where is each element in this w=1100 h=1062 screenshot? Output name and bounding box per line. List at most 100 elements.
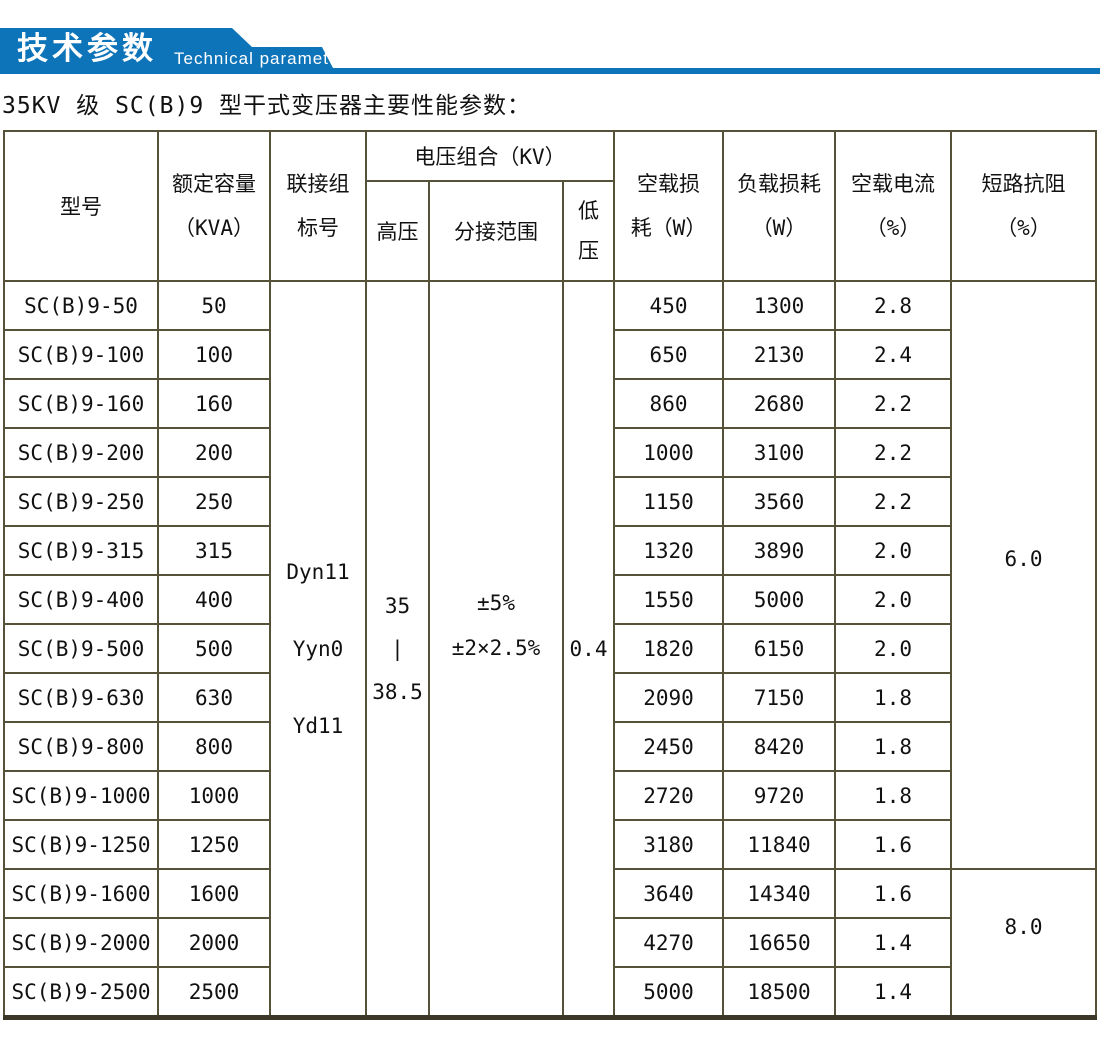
col-header-voltage-combo: 电压组合（KV）	[364, 130, 616, 182]
cell-capacity: 250	[157, 476, 271, 527]
cell-no-load-current: 2.8	[834, 280, 953, 331]
cell-load-loss: 9720	[722, 770, 837, 821]
section-banner: 技术参数 Technical parameter	[0, 28, 1100, 74]
cell-model: SC(B)9-200	[3, 427, 159, 478]
cell-capacity: 2000	[157, 917, 271, 968]
cell-model: SC(B)9-2000	[3, 917, 159, 968]
cell-lv-merged: 0.4	[561, 280, 616, 1019]
table-row: SC(B)9-100 100 650 2130 2.4	[3, 329, 1096, 380]
cell-no-load-current: 2.0	[834, 623, 953, 674]
cell-no-load-current: 1.8	[834, 721, 953, 772]
cell-model: SC(B)9-50	[3, 280, 159, 331]
cell-load-loss: 2680	[722, 378, 837, 429]
table-row: SC(B)9-315 315 1320 3890 2.0	[3, 525, 1096, 576]
cell-capacity: 160	[157, 378, 271, 429]
cell-no-load-current: 1.8	[834, 770, 953, 821]
cell-no-load-loss: 1320	[613, 525, 725, 576]
cell-capacity: 500	[157, 623, 271, 674]
header-row-1: 型号 额定容量 （KVA） 联接组 标号 电压组合（KV） 空载损 耗（W）	[3, 130, 1098, 282]
cell-capacity: 200	[157, 427, 271, 478]
col-header-hv: 高压	[365, 180, 430, 282]
cell-model: SC(B)9-160	[3, 378, 159, 429]
table-row: SC(B)9-160 160 860 2680 2.2	[3, 378, 1096, 429]
cell-model: SC(B)9-630	[3, 672, 159, 723]
cell-no-load-current: 1.8	[834, 672, 953, 723]
header-row-2: 高压 分接范围 低 压	[4, 180, 1096, 282]
col-header-capacity: 额定容量 （KVA）	[157, 130, 271, 282]
cell-no-load-current: 1.4	[834, 917, 953, 968]
table-row: SC(B)9-2000 2000 4270 16650 1.4	[3, 917, 1096, 968]
cell-load-loss: 18500	[722, 966, 837, 1019]
cell-capacity: 1600	[157, 868, 271, 919]
cell-load-loss: 2130	[722, 329, 837, 380]
cell-no-load-current: 2.2	[834, 476, 953, 527]
cell-model: SC(B)9-250	[3, 476, 159, 527]
cell-no-load-loss: 5000	[613, 966, 725, 1019]
table-row: SC(B)9-2500 2500 5000 18500 1.4	[3, 966, 1096, 1019]
cell-no-load-current: 2.2	[834, 378, 953, 429]
cell-load-loss: 1300	[722, 280, 837, 331]
page-title: 35KV 级 SC(B)9 型干式变压器主要性能参数：	[2, 93, 532, 119]
table-row: SC(B)9-1600 1600 3640 14340 1.6 8.0	[3, 868, 1098, 1019]
cell-no-load-current: 2.2	[834, 427, 953, 478]
cell-no-load-loss: 4270	[613, 917, 725, 968]
cell-model: SC(B)9-1250	[3, 819, 159, 870]
table-row: SC(B)9-50 50 Dyn11 Yyn0 Yd11 35 | 38.5 ±…	[3, 280, 1098, 1019]
cell-no-load-current: 1.6	[834, 868, 953, 919]
cell-no-load-loss: 3640	[613, 868, 725, 919]
cell-capacity: 2500	[157, 966, 271, 1019]
cell-capacity: 630	[157, 672, 271, 723]
banner-title-en: Technical parameter	[174, 49, 347, 68]
cell-no-load-loss: 1150	[613, 476, 725, 527]
table-row: SC(B)9-1250 1250 3180 11840 1.6	[3, 819, 1096, 870]
cell-capacity: 800	[157, 721, 271, 772]
cell-model: SC(B)9-500	[3, 623, 159, 674]
banner-title-zh: 技术参数	[17, 31, 157, 66]
col-header-impedance: 短路抗阻 （%）	[950, 130, 1098, 282]
table-row: SC(B)9-500 500 1820 6150 2.0	[3, 623, 1096, 674]
table-row: SC(B)9-1000 1000 2720 9720 1.8	[3, 770, 1096, 821]
cell-load-loss: 5000	[722, 574, 837, 625]
cell-capacity: 400	[157, 574, 271, 625]
col-header-load-loss: 负载损耗 （W）	[722, 130, 837, 282]
table-row: SC(B)9-630 630 2090 7150 1.8	[3, 672, 1096, 723]
cell-load-loss: 6150	[722, 623, 837, 674]
col-header-vector-group: 联接组 标号	[269, 130, 367, 282]
cell-capacity: 1000	[157, 770, 271, 821]
cell-model: SC(B)9-400	[3, 574, 159, 625]
cell-load-loss: 3560	[722, 476, 837, 527]
table-row: SC(B)9-400 400 1550 5000 2.0	[3, 574, 1096, 625]
cell-capacity: 100	[157, 329, 271, 380]
cell-capacity: 50	[157, 280, 271, 331]
table-row: SC(B)9-250 250 1150 3560 2.2	[3, 476, 1096, 527]
cell-capacity: 315	[157, 525, 271, 576]
cell-no-load-current: 2.0	[834, 525, 953, 576]
cell-load-loss: 3890	[722, 525, 837, 576]
cell-no-load-loss: 3180	[613, 819, 725, 870]
cell-no-load-loss: 650	[613, 329, 725, 380]
cell-model: SC(B)9-100	[3, 329, 159, 380]
table-row: SC(B)9-800 800 2450 8420 1.8	[3, 721, 1096, 772]
cell-no-load-loss: 450	[613, 280, 725, 331]
cell-model: SC(B)9-1000	[3, 770, 159, 821]
cell-model: SC(B)9-1600	[3, 868, 159, 919]
cell-no-load-loss: 860	[613, 378, 725, 429]
cell-no-load-loss: 1820	[613, 623, 725, 674]
cell-load-loss: 8420	[722, 721, 837, 772]
table-row: SC(B)9-200 200 1000 3100 2.2	[3, 427, 1096, 478]
cell-load-loss: 3100	[722, 427, 837, 478]
cell-load-loss: 7150	[722, 672, 837, 723]
col-header-model: 型号	[3, 130, 159, 282]
cell-model: SC(B)9-2500	[3, 966, 159, 1019]
cell-impedance-merged-8: 8.0	[950, 868, 1098, 1019]
cell-hv-merged: 35 | 38.5	[365, 280, 430, 1019]
col-header-no-load-current: 空载电流 （%）	[834, 130, 953, 282]
cell-no-load-loss: 2090	[613, 672, 725, 723]
cell-load-loss: 11840	[722, 819, 837, 870]
cell-model: SC(B)9-315	[3, 525, 159, 576]
cell-load-loss: 16650	[722, 917, 837, 968]
cell-vector-group-merged: Dyn11 Yyn0 Yd11	[269, 280, 367, 1019]
cell-no-load-current: 2.0	[834, 574, 953, 625]
cell-impedance-merged-6: 6.0	[950, 280, 1098, 870]
cell-tap-range-merged: ±5% ±2×2.5%	[428, 280, 564, 1019]
